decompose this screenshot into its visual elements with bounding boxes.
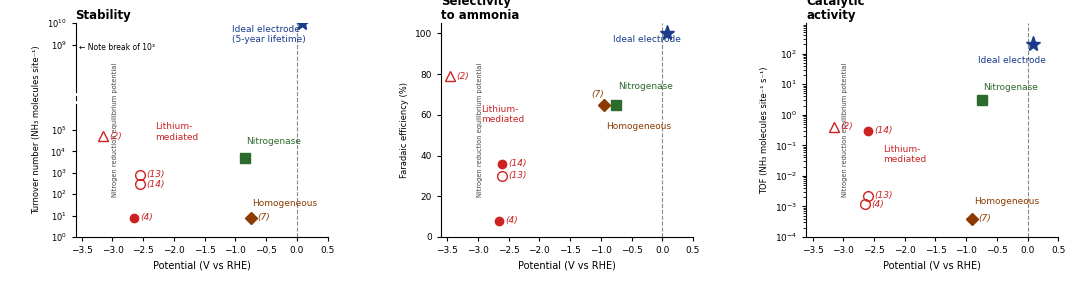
Text: (7): (7) (592, 90, 605, 99)
Text: (2): (2) (109, 132, 122, 141)
Text: Lithium-
mediated: Lithium- mediated (156, 123, 199, 142)
Text: Lithium-
mediated: Lithium- mediated (883, 145, 927, 164)
Text: Ideal electrode
(5-year lifetime): Ideal electrode (5-year lifetime) (232, 25, 306, 44)
Text: (14): (14) (874, 126, 892, 135)
Text: (7): (7) (257, 213, 270, 222)
Text: (14): (14) (509, 159, 527, 168)
Text: Nitrogenase: Nitrogenase (984, 83, 1038, 92)
Text: Nitrogenase: Nitrogenase (618, 82, 673, 91)
Text: (4): (4) (870, 199, 883, 208)
Text: Stability: Stability (76, 9, 132, 22)
Y-axis label: TOF (NH₃ molecules site⁻¹ s⁻¹): TOF (NH₃ molecules site⁻¹ s⁻¹) (760, 66, 769, 194)
Y-axis label: Faradaic efficiency (%): Faradaic efficiency (%) (401, 82, 409, 178)
Text: ← Note break of 10³: ← Note break of 10³ (79, 43, 154, 52)
Text: Selectivity
to ammonia: Selectivity to ammonia (441, 0, 519, 22)
Text: Catalytic
activity: Catalytic activity (807, 0, 865, 22)
Y-axis label: Turnover number (NH₃ molecules site⁻¹): Turnover number (NH₃ molecules site⁻¹) (32, 46, 41, 214)
Text: (13): (13) (874, 192, 892, 201)
Text: Lithium-
mediated: Lithium- mediated (481, 105, 524, 125)
Text: Nitrogen reduction equilibrium potential: Nitrogen reduction equilibrium potential (842, 63, 849, 197)
Text: Ideal electrode: Ideal electrode (613, 35, 681, 44)
Text: (2): (2) (840, 123, 853, 131)
Text: Ideal electrode: Ideal electrode (978, 56, 1047, 65)
Text: Nitrogenase: Nitrogenase (246, 137, 301, 146)
Text: (14): (14) (146, 179, 165, 188)
Text: (13): (13) (146, 171, 165, 179)
Text: (7): (7) (978, 214, 991, 223)
Text: Homogeneous: Homogeneous (606, 123, 671, 131)
X-axis label: Potential (V vs RHE): Potential (V vs RHE) (152, 261, 251, 271)
Text: Homogeneous: Homogeneous (974, 197, 1039, 205)
Text: (4): (4) (505, 216, 518, 225)
X-axis label: Potential (V vs RHE): Potential (V vs RHE) (518, 261, 616, 271)
Text: (2): (2) (457, 72, 469, 81)
X-axis label: Potential (V vs RHE): Potential (V vs RHE) (883, 261, 982, 271)
Text: Nitrogen reduction equilibrium potential: Nitrogen reduction equilibrium potential (477, 63, 483, 197)
Text: Homogeneous: Homogeneous (253, 199, 318, 208)
Text: (4): (4) (140, 213, 153, 222)
Text: (13): (13) (509, 171, 527, 180)
Text: Nitrogen reduction equilibrium potential: Nitrogen reduction equilibrium potential (111, 63, 118, 197)
